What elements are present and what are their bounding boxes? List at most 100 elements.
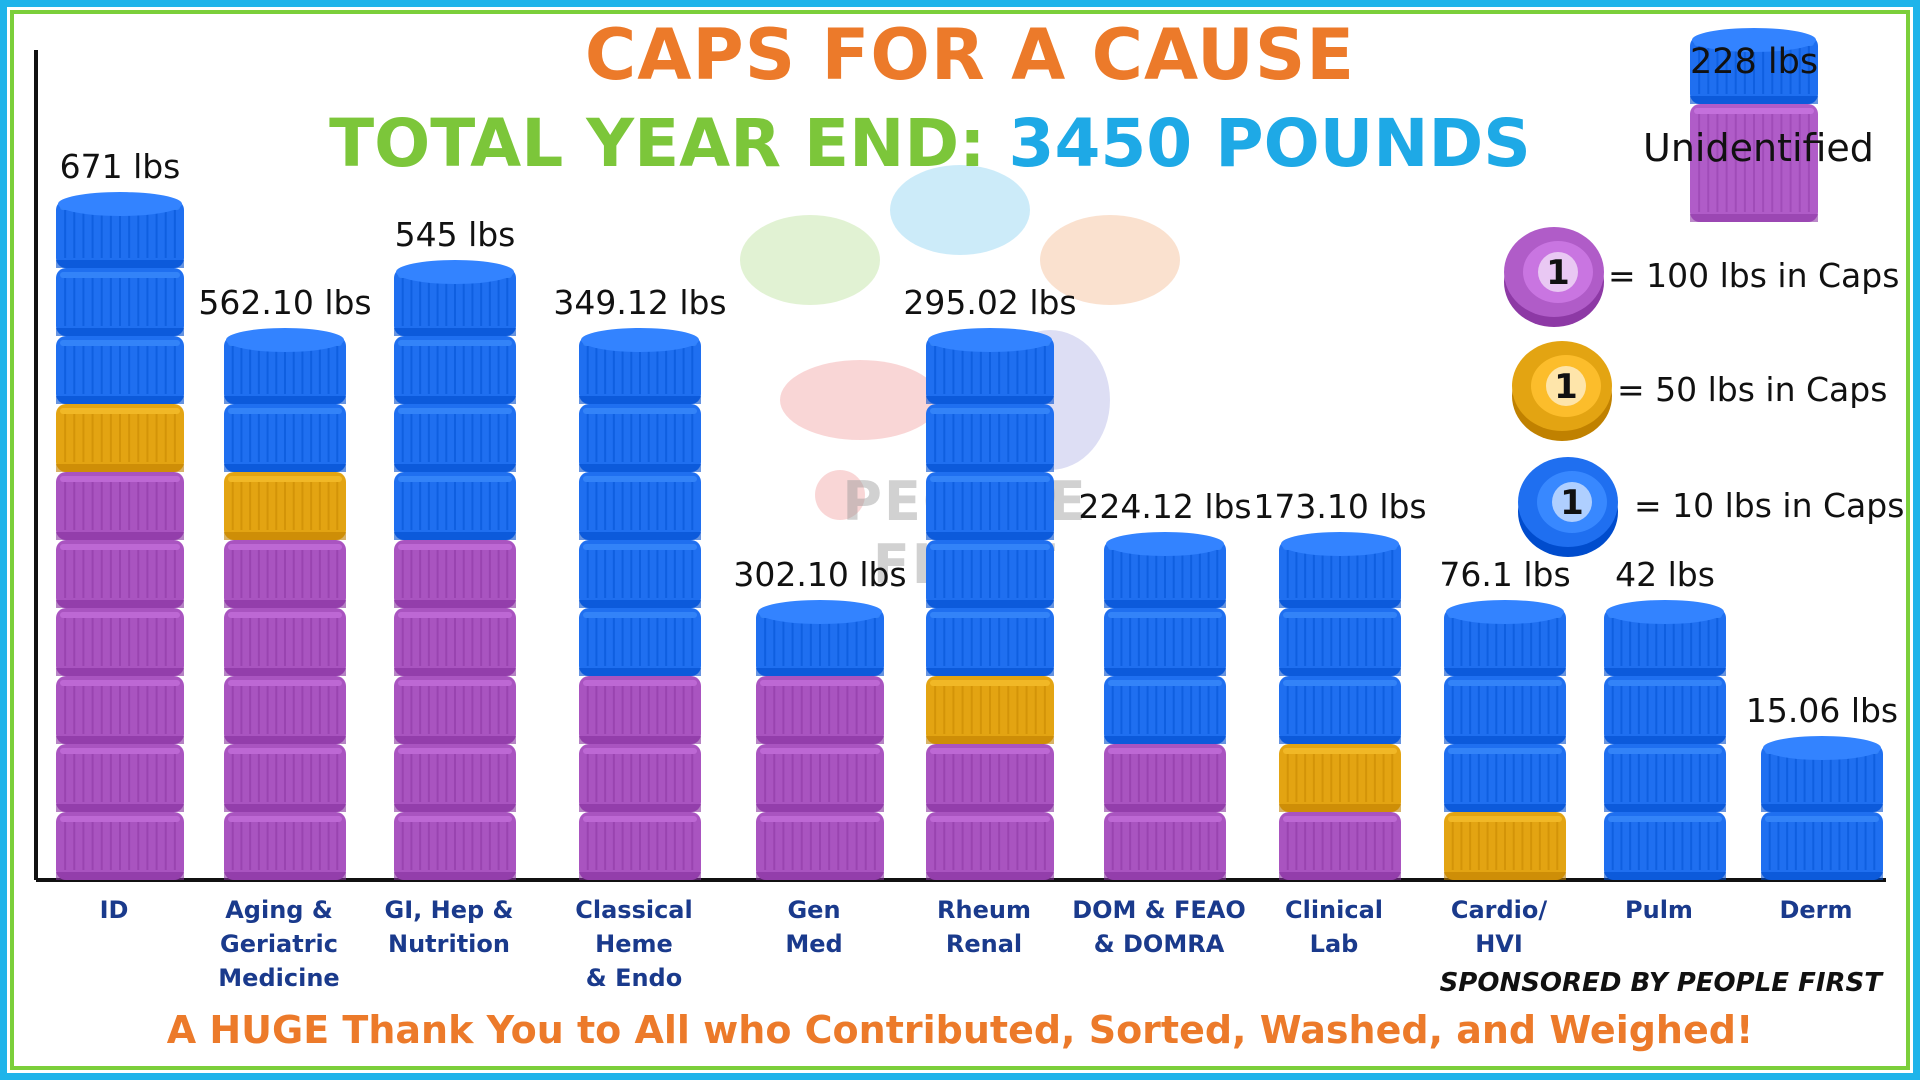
cap-blue-5-7 [926, 328, 1054, 404]
legend-cap-2-badge: 1 [1560, 483, 1584, 523]
value-label-0: 671 lbs [60, 147, 181, 186]
cap-purple-0-1 [56, 744, 184, 812]
cap-blue-3-5 [579, 472, 701, 540]
bar-4 [756, 600, 884, 880]
category-label-4: Gen Med [785, 896, 842, 958]
value-label-6: 224.12 lbs [1078, 487, 1251, 526]
legend-cap-0-badge: 1 [1546, 253, 1570, 293]
category-label-9: Pulm [1625, 896, 1693, 924]
cap-purple-4-0 [756, 812, 884, 880]
legend-label-100: = 100 lbs in Caps [1608, 256, 1900, 295]
cap-purple-1-3 [224, 608, 346, 676]
category-label-6: DOM & FEAO & DOMRA [1072, 896, 1246, 958]
value-label-10: 15.06 lbs [1746, 691, 1898, 730]
legend-cap-1: 1 [1512, 341, 1612, 441]
category-label-5: Rheum Renal [937, 896, 1031, 958]
value-label-5: 295.02 lbs [903, 283, 1076, 322]
cap-blue-3-3 [579, 608, 701, 676]
cap-purple-0-3 [56, 608, 184, 676]
cap-blue-3-7 [579, 328, 701, 404]
page-subtitle: TOTAL YEAR END: 3450 POUNDS [0, 105, 1860, 182]
cap-purple-6-0 [1104, 812, 1226, 880]
bar-7 [1279, 532, 1401, 880]
cap-purple-3-2 [579, 676, 701, 744]
total-value: 3450 POUNDS [1008, 105, 1531, 182]
cap-blue-6-3 [1104, 608, 1226, 676]
value-label-2: 545 lbs [395, 215, 516, 254]
cap-gold-0-6 [56, 404, 184, 472]
cap-purple-3-0 [579, 812, 701, 880]
cap-purple-2-2 [394, 676, 516, 744]
cap-blue-5-3 [926, 608, 1054, 676]
cap-blue-5-4 [926, 540, 1054, 608]
cap-purple-0-0 [56, 812, 184, 880]
legend-cap-0: 1 [1504, 227, 1604, 327]
cap-purple-0-4 [56, 540, 184, 608]
category-label-3: Classical Heme & Endo [575, 896, 692, 992]
cap-gold-1-5 [224, 472, 346, 540]
cap-purple-2-4 [394, 540, 516, 608]
cap-blue-4-3 [756, 600, 884, 676]
cap-gold-8-0 [1444, 812, 1566, 880]
bar-3 [579, 328, 701, 880]
legend-cap-2: 1 [1518, 457, 1618, 557]
value-label-8: 76.1 lbs [1439, 555, 1570, 594]
unidentified-stack [1690, 28, 1818, 222]
bar-6 [1104, 532, 1226, 880]
cap-blue-0-7 [56, 336, 184, 404]
bar-10 [1761, 736, 1883, 880]
value-label-1: 562.10 lbs [198, 283, 371, 322]
cap-purple-1-1 [224, 744, 346, 812]
subtitle-prefix: TOTAL YEAR END: [329, 105, 986, 182]
cap-purple-5-1 [926, 744, 1054, 812]
cap-blue-3-4 [579, 540, 701, 608]
value-label-3: 349.12 lbs [553, 283, 726, 322]
thanks-footer: A HUGE Thank You to All who Contributed,… [166, 1008, 1754, 1052]
cap-gold-7-1 [1279, 744, 1401, 812]
bar-9 [1604, 600, 1726, 880]
cap-blue-2-6 [394, 404, 516, 472]
cap-purple-1-2 [224, 676, 346, 744]
legend-unidentified-value: 228 lbs [1690, 42, 1819, 82]
cap-purple-2-3 [394, 608, 516, 676]
bar-5 [926, 328, 1054, 880]
bar-2 [394, 260, 516, 880]
cap-blue-2-7 [394, 336, 516, 404]
cap-blue-6-4 [1104, 532, 1226, 608]
cap-blue-0-8 [56, 268, 184, 336]
legend-unidentified-label: Unidentified [1643, 126, 1874, 170]
bar-1 [224, 328, 346, 880]
unidentified-cap-purple [1690, 104, 1818, 222]
legend-label-50: = 50 lbs in Caps [1617, 370, 1888, 409]
cap-blue-7-4 [1279, 532, 1401, 608]
cap-blue-3-6 [579, 404, 701, 472]
cap-blue-2-5 [394, 472, 516, 540]
cap-blue-2-8 [394, 260, 516, 336]
value-label-7: 173.10 lbs [1253, 487, 1426, 526]
cap-purple-4-2 [756, 676, 884, 744]
category-label-8: Cardio/HVI [1451, 896, 1548, 958]
cap-blue-1-7 [224, 328, 346, 404]
cap-purple-4-1 [756, 744, 884, 812]
page-title: CAPS FOR A CAUSE [584, 14, 1356, 96]
cap-purple-5-0 [926, 812, 1054, 880]
cap-purple-2-0 [394, 812, 516, 880]
cap-purple-3-1 [579, 744, 701, 812]
cap-purple-0-2 [56, 676, 184, 744]
cap-blue-9-2 [1604, 676, 1726, 744]
category-label-2: GI, Hep & Nutrition [385, 896, 514, 958]
cap-purple-1-4 [224, 540, 346, 608]
cap-blue-9-3 [1604, 600, 1726, 676]
cap-blue-1-6 [224, 404, 346, 472]
category-label-0: ID [100, 896, 129, 924]
cap-blue-6-2 [1104, 676, 1226, 744]
cap-blue-5-6 [926, 404, 1054, 472]
value-label-4: 302.10 lbs [733, 555, 906, 594]
category-label-10: Derm [1779, 896, 1852, 924]
sponsor-text: SPONSORED BY PEOPLE FIRST [1439, 968, 1882, 998]
cap-blue-8-1 [1444, 744, 1566, 812]
bar-0 [56, 192, 184, 880]
cap-blue-9-1 [1604, 744, 1726, 812]
legend-cap-1-badge: 1 [1554, 367, 1578, 407]
